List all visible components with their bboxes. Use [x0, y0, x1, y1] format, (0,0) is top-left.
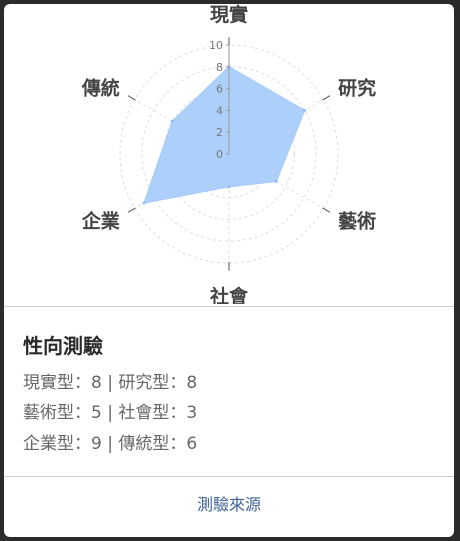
radial-tick-label: 4	[216, 104, 223, 117]
category-label: 企業	[81, 210, 121, 233]
category-label: 社會	[209, 285, 249, 304]
data-point	[274, 179, 278, 183]
data-point	[170, 119, 174, 123]
radial-tick-label: 8	[216, 61, 223, 74]
data-point	[303, 108, 307, 112]
axis-end-tick	[127, 95, 136, 101]
radial-tick-label: 0	[216, 148, 223, 161]
axis-end-tick	[322, 95, 331, 101]
divider	[4, 306, 454, 307]
test-source-link[interactable]: 測驗來源	[196, 495, 261, 514]
axis-end-tick	[127, 207, 136, 213]
card-title: 性向測驗	[23, 334, 103, 358]
category-label: 研究	[338, 77, 376, 100]
grid-ring	[119, 44, 339, 264]
divider	[4, 476, 454, 477]
score-line-3: 企業型：9 | 傳統型：6	[23, 434, 198, 454]
category-label: 現實	[210, 4, 248, 26]
score-line-1: 現實型：8 | 研究型：8	[23, 373, 198, 393]
axis-end-tick	[322, 207, 331, 213]
radial-tick-label: 2	[216, 126, 223, 139]
category-label: 藝術	[338, 210, 376, 233]
radial-tick-label: 10	[209, 39, 223, 52]
score-line-2: 藝術型：5 | 社會型：3	[23, 403, 198, 423]
series-area	[142, 65, 306, 205]
radar-chart: 0 2 4 6 8 10 現實研究藝術社會 企業 傳統	[4, 4, 454, 304]
aptitude-test-card: 0 2 4 6 8 10 現實研究藝術社會 企業 傳統 性向測驗 現實型：8 | 研究型：8 藝…	[4, 4, 454, 537]
category-label: 傳統	[81, 77, 120, 100]
data-point	[227, 185, 231, 189]
radial-tick-label: 6	[216, 83, 223, 96]
data-point	[142, 201, 146, 205]
